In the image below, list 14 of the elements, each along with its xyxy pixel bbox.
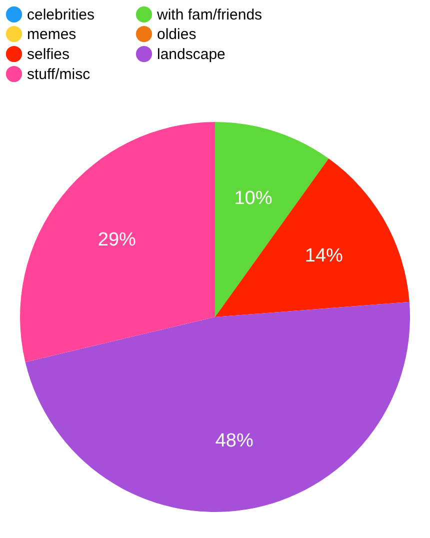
legend-label: landscape	[157, 46, 226, 63]
data-label: 29%	[98, 230, 136, 250]
legend-label: celebrities	[27, 6, 95, 24]
data-label: 14%	[304, 246, 344, 267]
legend-label: stuff/misc	[27, 66, 91, 83]
pie-slice	[20, 122, 215, 362]
legend-label: memes	[27, 26, 76, 43]
pie-slice	[215, 158, 410, 317]
legend-label: with fam/friends	[156, 6, 262, 24]
pie-slice	[25, 302, 410, 512]
legend-label: oldies	[157, 26, 196, 43]
legend-label: selfies	[27, 46, 70, 63]
data-label: 48%	[215, 430, 254, 452]
data-label: 10%	[234, 188, 272, 209]
